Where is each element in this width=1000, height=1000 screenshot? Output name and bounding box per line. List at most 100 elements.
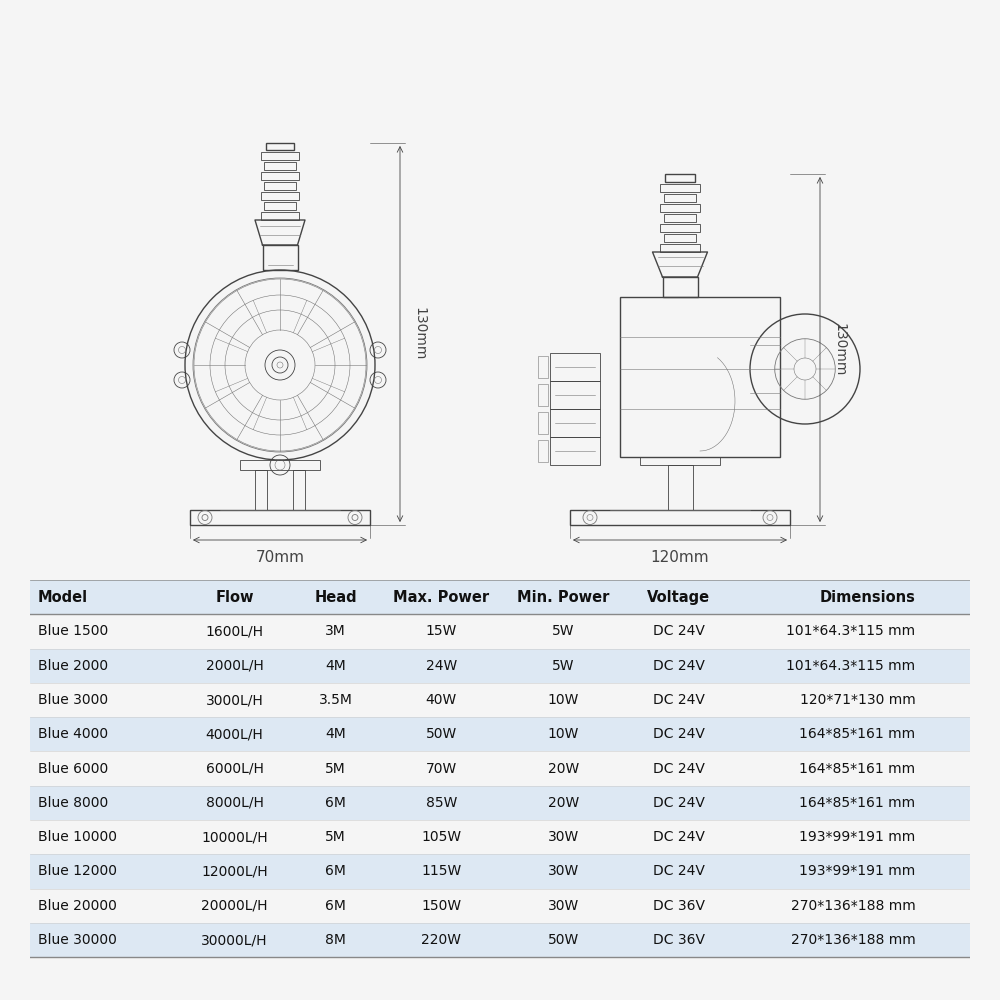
Text: DC 24V: DC 24V bbox=[653, 727, 705, 741]
Text: 115W: 115W bbox=[421, 864, 461, 878]
Text: 120mm: 120mm bbox=[651, 550, 709, 565]
Text: 193*99*191 mm: 193*99*191 mm bbox=[799, 864, 915, 878]
Bar bbox=[668, 465, 692, 510]
Bar bbox=[640, 457, 720, 465]
Text: 12000L/H: 12000L/H bbox=[201, 864, 268, 878]
Text: 220W: 220W bbox=[421, 933, 461, 947]
Bar bbox=[538, 384, 548, 406]
Text: 1600L/H: 1600L/H bbox=[205, 624, 263, 638]
Bar bbox=[665, 174, 695, 182]
Bar bbox=[550, 353, 600, 381]
Text: 30W: 30W bbox=[548, 830, 579, 844]
Bar bbox=[255, 470, 267, 510]
Bar bbox=[550, 437, 600, 465]
Bar bbox=[620, 297, 780, 457]
Text: 6000L/H: 6000L/H bbox=[206, 762, 263, 776]
Text: 270*136*188 mm: 270*136*188 mm bbox=[791, 899, 915, 913]
Bar bbox=[570, 510, 790, 525]
Text: 85W: 85W bbox=[426, 796, 457, 810]
Text: 101*64.3*115 mm: 101*64.3*115 mm bbox=[786, 624, 915, 638]
Text: 10W: 10W bbox=[548, 727, 579, 741]
Text: 130mm: 130mm bbox=[832, 323, 846, 376]
Text: 2000L/H: 2000L/H bbox=[206, 659, 263, 673]
Text: 4M: 4M bbox=[325, 659, 346, 673]
Text: Blue 2000: Blue 2000 bbox=[38, 659, 108, 673]
Text: 120*71*130 mm: 120*71*130 mm bbox=[800, 693, 915, 707]
Text: DC 24V: DC 24V bbox=[653, 762, 705, 776]
Text: 130mm: 130mm bbox=[412, 307, 426, 361]
Bar bbox=[664, 233, 696, 242]
Text: Blue 12000: Blue 12000 bbox=[38, 864, 117, 878]
Bar bbox=[264, 161, 296, 170]
Text: 164*85*161 mm: 164*85*161 mm bbox=[799, 762, 915, 776]
Text: 15W: 15W bbox=[426, 624, 457, 638]
Bar bbox=[660, 243, 700, 252]
Text: Blue 4000: Blue 4000 bbox=[38, 727, 108, 741]
Bar bbox=[30, 683, 970, 717]
Text: Blue 1500: Blue 1500 bbox=[38, 624, 108, 638]
Bar bbox=[262, 245, 298, 270]
Text: 30W: 30W bbox=[548, 899, 579, 913]
Text: 164*85*161 mm: 164*85*161 mm bbox=[799, 727, 915, 741]
Text: 4M: 4M bbox=[325, 727, 346, 741]
Bar bbox=[30, 649, 970, 683]
Text: 5W: 5W bbox=[552, 659, 575, 673]
Text: 24W: 24W bbox=[426, 659, 457, 673]
Text: 20W: 20W bbox=[548, 796, 579, 810]
Text: Max. Power: Max. Power bbox=[393, 590, 489, 605]
Text: 270*136*188 mm: 270*136*188 mm bbox=[791, 933, 915, 947]
Text: 50W: 50W bbox=[548, 933, 579, 947]
Text: Blue 8000: Blue 8000 bbox=[38, 796, 108, 810]
Text: 3.5M: 3.5M bbox=[319, 693, 352, 707]
Text: 50W: 50W bbox=[426, 727, 457, 741]
Text: DC 36V: DC 36V bbox=[653, 899, 705, 913]
Text: 20W: 20W bbox=[548, 762, 579, 776]
Bar bbox=[266, 143, 294, 150]
Text: Flow: Flow bbox=[215, 590, 254, 605]
Bar bbox=[261, 212, 299, 220]
Text: Blue 6000: Blue 6000 bbox=[38, 762, 108, 776]
Text: 6M: 6M bbox=[325, 796, 346, 810]
Bar bbox=[660, 204, 700, 212]
Bar bbox=[190, 510, 370, 525]
Bar bbox=[538, 440, 548, 462]
Text: DC 24V: DC 24V bbox=[653, 864, 705, 878]
Bar bbox=[30, 820, 970, 854]
Text: Model: Model bbox=[38, 590, 88, 605]
Bar bbox=[550, 409, 600, 437]
Bar bbox=[30, 854, 970, 889]
Text: 20000L/H: 20000L/H bbox=[201, 899, 268, 913]
Bar bbox=[538, 412, 548, 434]
Text: 70mm: 70mm bbox=[256, 550, 304, 565]
Text: 193*99*191 mm: 193*99*191 mm bbox=[799, 830, 915, 844]
Text: Min. Power: Min. Power bbox=[517, 590, 610, 605]
Bar bbox=[240, 460, 320, 470]
Text: 164*85*161 mm: 164*85*161 mm bbox=[799, 796, 915, 810]
Bar bbox=[30, 751, 970, 786]
Text: 150W: 150W bbox=[421, 899, 461, 913]
Text: 105W: 105W bbox=[421, 830, 461, 844]
Bar bbox=[660, 184, 700, 192]
Bar bbox=[662, 277, 698, 297]
Text: 40W: 40W bbox=[426, 693, 457, 707]
Bar bbox=[660, 224, 700, 232]
Bar bbox=[293, 470, 305, 510]
Text: 10W: 10W bbox=[548, 693, 579, 707]
Bar bbox=[30, 786, 970, 820]
Text: 8000L/H: 8000L/H bbox=[206, 796, 263, 810]
Text: Blue 30000: Blue 30000 bbox=[38, 933, 116, 947]
Bar bbox=[30, 614, 970, 649]
Text: Dimensions: Dimensions bbox=[820, 590, 915, 605]
Text: 3M: 3M bbox=[325, 624, 346, 638]
Bar bbox=[264, 182, 296, 190]
Bar bbox=[261, 192, 299, 200]
Text: Head: Head bbox=[314, 590, 357, 605]
Text: 101*64.3*115 mm: 101*64.3*115 mm bbox=[786, 659, 915, 673]
Text: 30000L/H: 30000L/H bbox=[201, 933, 268, 947]
Text: 5W: 5W bbox=[552, 624, 575, 638]
Text: Blue 10000: Blue 10000 bbox=[38, 830, 117, 844]
Bar bbox=[664, 194, 696, 202]
Bar bbox=[664, 214, 696, 222]
Text: DC 24V: DC 24V bbox=[653, 659, 705, 673]
Text: DC 24V: DC 24V bbox=[653, 624, 705, 638]
